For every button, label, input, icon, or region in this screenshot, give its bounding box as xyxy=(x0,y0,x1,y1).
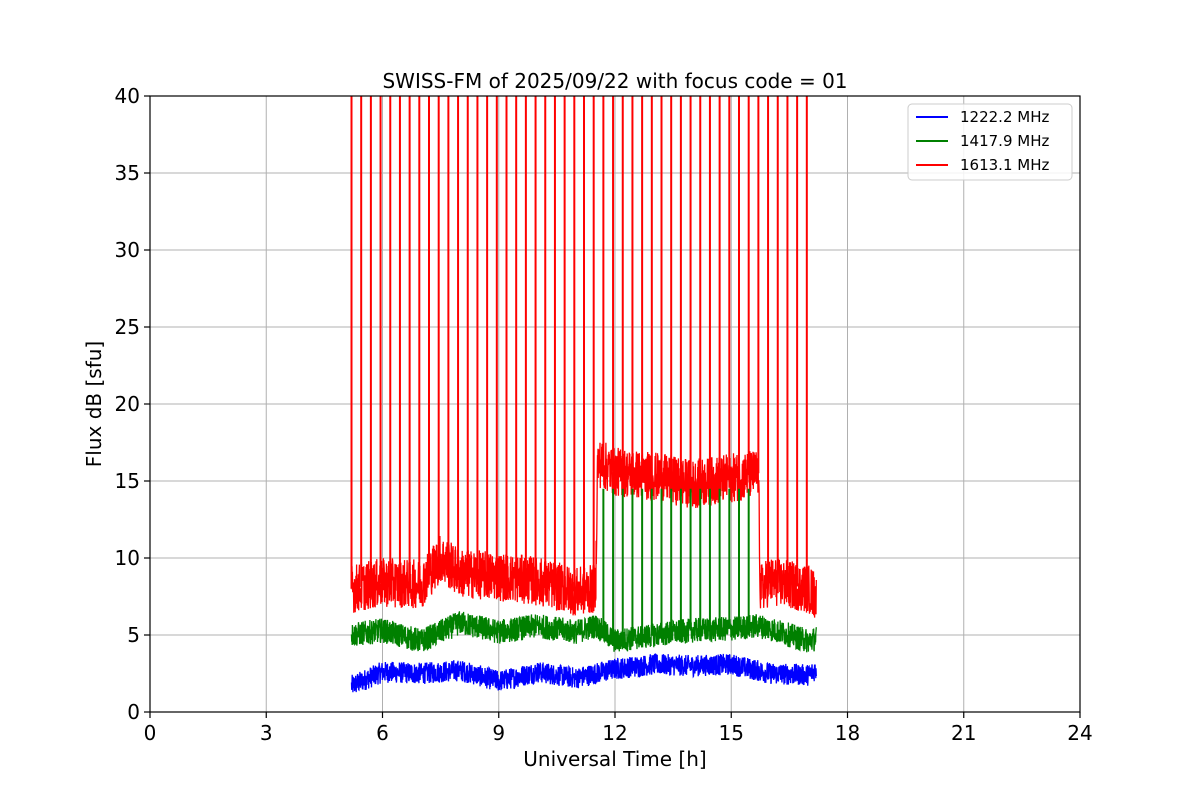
y-axis-label: Flux dB [sfu] xyxy=(82,341,106,467)
x-tick-label: 18 xyxy=(835,721,860,745)
y-tick-label: 10 xyxy=(115,546,140,570)
x-tick-label: 6 xyxy=(376,721,389,745)
x-tick-label: 12 xyxy=(602,721,627,745)
x-tick-label: 15 xyxy=(719,721,744,745)
series-layer xyxy=(350,96,817,693)
legend-label: 1222.2 MHz xyxy=(960,108,1049,126)
legend-label: 1613.1 MHz xyxy=(960,156,1049,174)
series-line-1 xyxy=(350,611,817,653)
series-line-0 xyxy=(350,653,817,693)
legend-box xyxy=(907,103,1073,181)
y-tick-label: 15 xyxy=(115,469,140,493)
y-tick-label: 25 xyxy=(115,315,140,339)
x-tick-label: 3 xyxy=(260,721,273,745)
legend-label: 1417.9 MHz xyxy=(960,132,1049,150)
y-tick-label: 5 xyxy=(127,623,140,647)
y-tick-label: 35 xyxy=(115,161,140,185)
y-tick-label: 40 xyxy=(115,84,140,108)
x-tick-label: 21 xyxy=(951,721,976,745)
chart-title: SWISS-FM of 2025/09/22 with focus code =… xyxy=(382,69,847,93)
x-tick-label: 24 xyxy=(1067,721,1092,745)
y-tick-label: 20 xyxy=(115,392,140,416)
y-tick-label: 0 xyxy=(127,700,140,724)
x-axis-label: Universal Time [h] xyxy=(523,747,706,771)
x-tick-label: 9 xyxy=(492,721,505,745)
legend: 1222.2 MHz 1417.9 MHz 1613.1 MHz xyxy=(907,103,1073,181)
x-tick-label: 0 xyxy=(144,721,157,745)
y-tick-label: 30 xyxy=(115,238,140,262)
x-axis: 0 3 6 9 12 15 18 21 24 xyxy=(144,712,1093,745)
y-axis: 0 5 10 15 20 25 30 35 40 xyxy=(115,84,150,724)
